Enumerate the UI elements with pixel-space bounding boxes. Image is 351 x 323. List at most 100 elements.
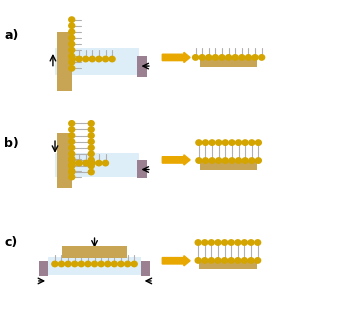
Circle shape bbox=[195, 240, 201, 245]
Circle shape bbox=[69, 66, 75, 71]
Circle shape bbox=[209, 158, 215, 163]
Circle shape bbox=[76, 161, 82, 166]
Circle shape bbox=[69, 168, 75, 174]
Circle shape bbox=[208, 240, 214, 245]
Circle shape bbox=[69, 17, 75, 22]
Circle shape bbox=[69, 56, 75, 62]
Circle shape bbox=[83, 161, 88, 166]
Circle shape bbox=[69, 53, 75, 59]
FancyArrow shape bbox=[162, 155, 190, 165]
Bar bbox=[57, 32, 72, 91]
Circle shape bbox=[98, 261, 104, 267]
Circle shape bbox=[88, 157, 94, 162]
Circle shape bbox=[255, 240, 261, 245]
Text: b): b) bbox=[4, 137, 19, 150]
Circle shape bbox=[202, 240, 208, 245]
Bar bbox=[39, 261, 48, 276]
Circle shape bbox=[69, 139, 75, 144]
Circle shape bbox=[88, 133, 94, 138]
Circle shape bbox=[109, 56, 115, 62]
Text: c): c) bbox=[4, 236, 18, 249]
Circle shape bbox=[221, 240, 227, 245]
Circle shape bbox=[69, 145, 75, 151]
Circle shape bbox=[76, 56, 82, 62]
Circle shape bbox=[222, 140, 228, 145]
Circle shape bbox=[249, 140, 255, 145]
Circle shape bbox=[199, 55, 205, 60]
Circle shape bbox=[236, 140, 241, 145]
Bar bbox=[199, 260, 257, 269]
Circle shape bbox=[259, 55, 265, 60]
Circle shape bbox=[248, 240, 254, 245]
Circle shape bbox=[118, 261, 124, 267]
Circle shape bbox=[193, 55, 198, 60]
Circle shape bbox=[228, 258, 234, 263]
Circle shape bbox=[209, 140, 215, 145]
Circle shape bbox=[88, 139, 94, 144]
Circle shape bbox=[245, 55, 251, 60]
Circle shape bbox=[232, 55, 238, 60]
Circle shape bbox=[69, 47, 75, 53]
Text: a): a) bbox=[4, 29, 19, 42]
Circle shape bbox=[202, 258, 208, 263]
Circle shape bbox=[203, 158, 208, 163]
Circle shape bbox=[248, 258, 254, 263]
Circle shape bbox=[69, 169, 75, 175]
Bar bbox=[57, 133, 72, 188]
Circle shape bbox=[96, 56, 102, 62]
Bar bbox=[55, 48, 139, 75]
Circle shape bbox=[195, 258, 201, 263]
Circle shape bbox=[88, 127, 94, 132]
Bar bbox=[200, 161, 257, 170]
Circle shape bbox=[215, 258, 221, 263]
Circle shape bbox=[89, 161, 95, 166]
Circle shape bbox=[102, 161, 108, 166]
Circle shape bbox=[219, 55, 225, 60]
Circle shape bbox=[59, 261, 65, 267]
Circle shape bbox=[256, 140, 261, 145]
Circle shape bbox=[83, 56, 88, 62]
Circle shape bbox=[125, 261, 131, 267]
Circle shape bbox=[69, 41, 75, 47]
Bar bbox=[48, 257, 141, 275]
Circle shape bbox=[256, 158, 261, 163]
Circle shape bbox=[208, 258, 214, 263]
Bar bbox=[137, 160, 147, 178]
Circle shape bbox=[216, 158, 221, 163]
FancyArrow shape bbox=[162, 52, 190, 63]
Circle shape bbox=[69, 161, 75, 166]
Circle shape bbox=[222, 158, 228, 163]
Circle shape bbox=[242, 158, 248, 163]
Circle shape bbox=[226, 55, 232, 60]
Circle shape bbox=[206, 55, 212, 60]
Bar bbox=[137, 56, 147, 77]
Circle shape bbox=[69, 174, 75, 180]
Circle shape bbox=[212, 55, 218, 60]
Circle shape bbox=[88, 121, 94, 126]
Circle shape bbox=[236, 158, 241, 163]
Circle shape bbox=[242, 140, 248, 145]
Circle shape bbox=[69, 35, 75, 41]
Circle shape bbox=[88, 151, 94, 157]
Circle shape bbox=[69, 127, 75, 132]
Circle shape bbox=[131, 261, 137, 267]
Circle shape bbox=[241, 240, 247, 245]
Circle shape bbox=[69, 121, 75, 126]
Circle shape bbox=[221, 258, 227, 263]
Circle shape bbox=[228, 240, 234, 245]
Bar bbox=[200, 57, 257, 67]
Circle shape bbox=[69, 151, 75, 157]
Circle shape bbox=[229, 140, 235, 145]
Bar bbox=[62, 246, 127, 257]
Circle shape bbox=[78, 261, 84, 267]
Circle shape bbox=[105, 261, 111, 267]
Circle shape bbox=[215, 240, 221, 245]
Circle shape bbox=[241, 258, 247, 263]
Circle shape bbox=[111, 261, 117, 267]
FancyArrow shape bbox=[162, 255, 190, 266]
Circle shape bbox=[65, 261, 71, 267]
Circle shape bbox=[255, 258, 261, 263]
Circle shape bbox=[72, 261, 78, 267]
Circle shape bbox=[249, 158, 255, 163]
Circle shape bbox=[88, 145, 94, 151]
